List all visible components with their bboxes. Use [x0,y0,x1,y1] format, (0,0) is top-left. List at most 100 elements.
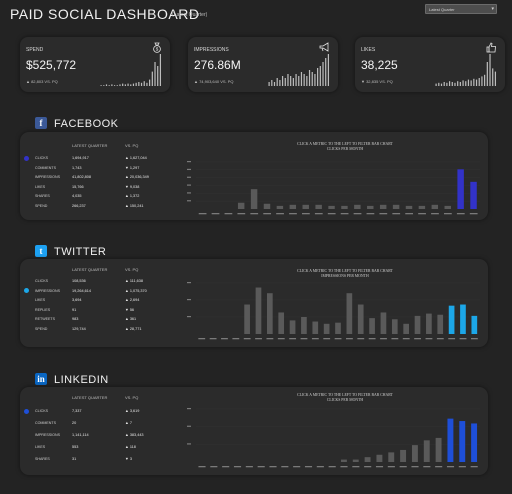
metric-latest: 1,141,114 [72,433,89,437]
x-tick-label [257,466,265,468]
metric-latest: 31 [72,457,77,461]
metric-label[interactable]: IMPRESSIONS [35,433,60,437]
metric-label[interactable]: CLICKS [35,156,48,160]
spark-bar [322,62,324,86]
kpi-value: $525,772 [26,58,77,72]
metric-latest: 553 [72,445,79,449]
kpi-compare: ▲ 74,903,640 VS. PQ [194,79,234,84]
spark-bar [300,72,303,86]
metric-label[interactable]: COMMENTS [35,421,56,425]
y-tick-label [187,176,191,178]
x-tick-label [222,466,230,468]
period-select[interactable]: Latest Quarter ▾ [425,4,497,14]
spark-bar [478,78,480,86]
chart-bar [459,421,466,462]
chart-bar [444,205,451,209]
y-tick-label [187,192,191,194]
x-tick-label [263,213,272,215]
spark-bar [465,81,467,86]
spark-bar [113,85,116,86]
spark-bar [448,81,451,86]
metric-label[interactable]: IMPRESSIONS [35,288,60,293]
x-tick-label [411,466,419,468]
metric-label[interactable]: LIKES [35,298,46,303]
spark-bar [157,66,159,86]
metric-vs-pq: ▲ 111,638 [125,279,143,283]
col-vs-pq: VS. PQ [125,143,139,148]
metric-latest: 7,337 [72,409,82,413]
chart-bar [471,315,478,334]
kpi-card-impressions: IMPRESSIONS 276.86M ▲ 74,903,640 VS. PQ [188,37,338,92]
x-tick-label [250,213,259,215]
spark-bar [271,80,273,86]
spark-bar [494,71,497,86]
y-tick-label [187,282,191,284]
kpi-value: 38,225 [361,58,398,72]
metric-label[interactable]: SPEND [35,327,48,331]
metric-label[interactable]: LIKES [35,445,46,449]
kpi-label: SPEND [26,47,44,53]
spark-bar [276,78,278,86]
metric-vs-pq: ▼ 9,038 [125,184,140,189]
spark-bar [122,83,124,86]
metric-label[interactable]: LIKES [35,184,46,189]
x-tick-label [255,338,262,340]
chevron-down-icon: ▾ [491,6,494,12]
y-tick-label [187,299,191,301]
metric-label[interactable]: SHARES [35,457,50,461]
spark-bar [308,70,311,86]
chart-bar [357,304,364,334]
spark-bar [273,82,276,86]
chart-bar [250,189,258,209]
chart-bar [341,205,348,209]
x-tick-label [293,466,301,468]
metric-label[interactable]: SHARES [35,194,50,199]
spark-bar [319,66,321,86]
metric-latest: 266,237 [72,204,86,208]
x-tick-label [266,338,274,340]
spark-bar [268,82,270,86]
spark-bar [325,58,327,86]
x-tick-label [304,466,313,468]
spark-bar [132,83,135,86]
metric-label[interactable]: SPEND [35,204,48,208]
metric-label[interactable]: CLICKS [35,279,48,283]
spark-bar [317,68,319,86]
kpi-compare: ▼ 32,835 VS. PQ [361,79,393,84]
spark-bar [290,76,292,86]
x-tick-label [232,338,240,340]
spark-bar [492,68,494,86]
spark-bar [327,54,330,86]
metric-label[interactable]: RETWEETS [35,317,55,322]
y-tick-label [187,425,191,427]
chart-instruction: CLICK A METRIC TO THE LEFT TO FILTER BAR… [297,142,393,151]
chart-bar [471,423,478,462]
facebook-panel: LATEST QUARTER VS. PQ CLICK A METRIC TO … [20,132,488,220]
x-tick-label [327,213,336,215]
chart-bar [448,305,455,334]
metric-label[interactable]: IMPRESSIONS [35,175,60,180]
chart-bar [340,459,347,462]
metric-latest: 129,744 [72,327,86,331]
spark-bar [149,79,151,86]
chart-bar [315,204,322,209]
chart-bar [289,320,296,334]
y-tick-label [187,168,191,171]
metric-label[interactable]: COMMENTS [35,165,56,170]
chart-bar [354,204,361,209]
chart-bar [392,204,400,209]
chart-bar [423,440,430,462]
spark-bar [446,82,448,86]
selected-metric-dot [24,408,29,414]
chart-bar [405,205,413,209]
x-tick-label [402,338,410,340]
spark-bar [159,54,162,86]
metric-vs-pq: ▲ 28,771 [125,327,142,331]
spark-bar [116,85,118,86]
metric-latest: 1,743 [72,165,82,170]
twitter-bar-chart [187,282,480,340]
selected-metric-dot [24,155,29,161]
y-tick-label [187,161,191,163]
metric-label[interactable]: REPLIES [35,307,51,312]
metric-label[interactable]: CLICKS [35,409,48,413]
